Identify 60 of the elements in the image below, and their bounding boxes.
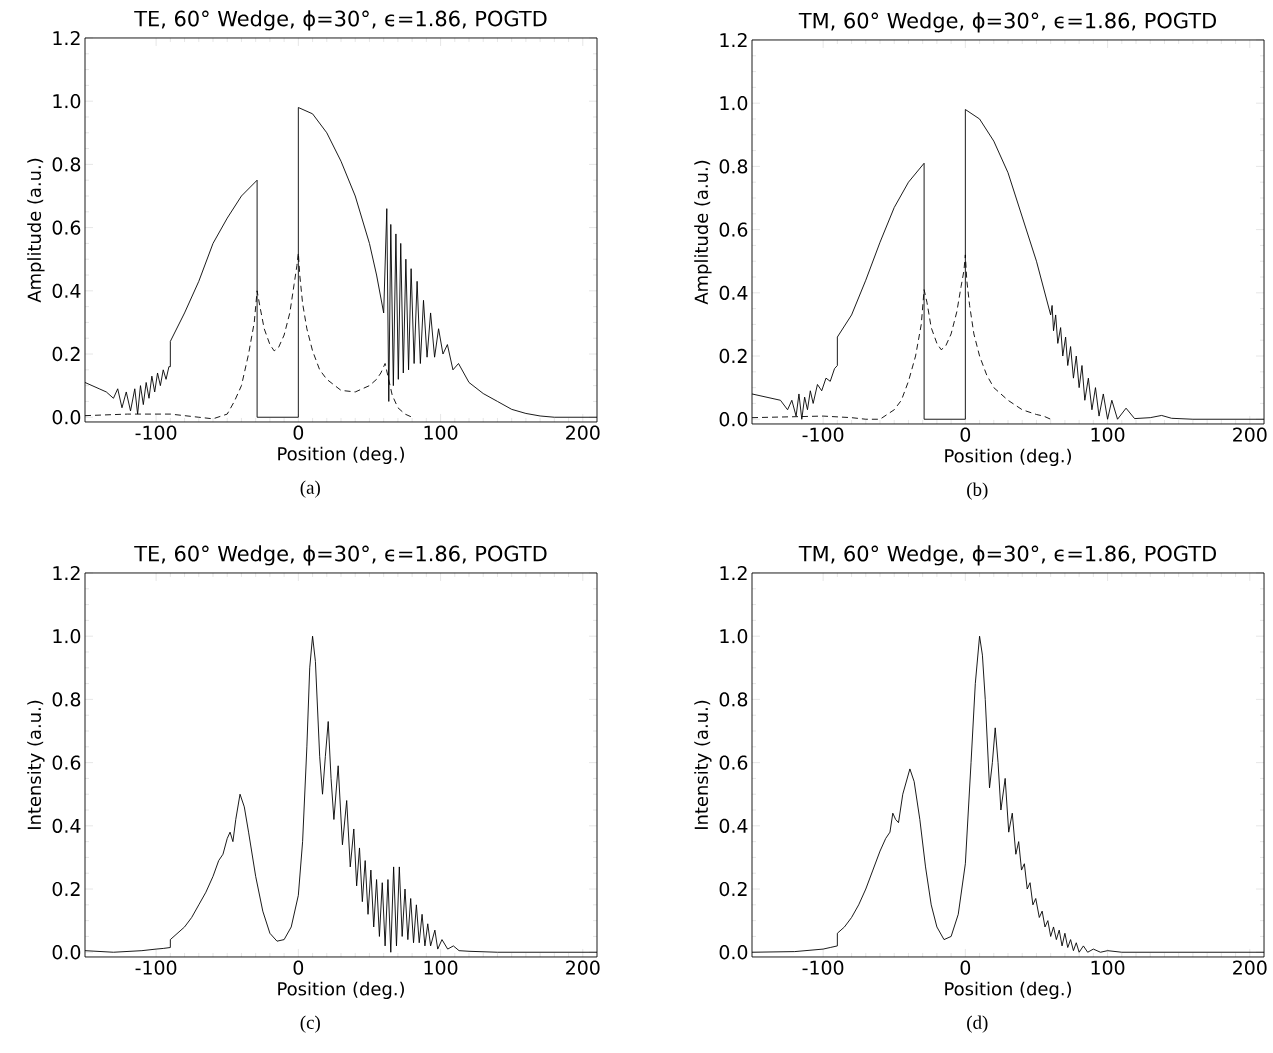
- chart-title: TM, 60° Wedge, ϕ=30°, ϵ=1.86, POGTD: [798, 545, 1216, 566]
- x-tick-label: 200: [566, 425, 600, 440]
- text: (d): [967, 1015, 988, 1033]
- x-tick-label: 0: [960, 960, 971, 975]
- y-tick-label: 0.8: [52, 157, 81, 172]
- x-tick-label: 100: [1091, 427, 1125, 442]
- y-tick-label: 0.0: [719, 945, 748, 960]
- x-axis-title: Position (deg.): [945, 448, 1071, 467]
- x-tick-label: -100: [802, 427, 844, 442]
- y-tick-label: 0.6: [719, 755, 748, 770]
- y-tick-label: 0.8: [719, 159, 748, 174]
- y-tick-label: 0.6: [719, 222, 748, 237]
- y-tick-label: 0.4: [52, 818, 81, 833]
- x-axis-title: Position (deg.): [278, 981, 404, 1000]
- x-tick-label: 100: [1091, 960, 1125, 975]
- y-tick-label: 0.6: [52, 220, 81, 235]
- x-tick-label: 0: [960, 427, 971, 442]
- x-axis-title: Position (deg.): [278, 446, 404, 465]
- y-axis-title: Intensity (a.u.): [694, 700, 712, 829]
- y-axis-title: Intensity (a.u.): [27, 700, 45, 829]
- chart-title: TE, 60° Wedge, ϕ=30°, ϵ=1.86, POGTD: [134, 10, 547, 31]
- text: (a): [300, 480, 320, 498]
- chart-title: TM, 60° Wedge, ϕ=30°, ϵ=1.86, POGTD: [798, 12, 1216, 33]
- y-tick-label: 1.0: [720, 96, 748, 111]
- x-tick-label: 100: [424, 425, 458, 440]
- y-tick-label: 1.2: [720, 32, 747, 47]
- y-tick-label: 1.2: [53, 565, 80, 581]
- y-tick-label: 0.2: [52, 881, 80, 897]
- x-tick-label: 0: [293, 425, 304, 440]
- x-tick-label: -100: [135, 425, 177, 440]
- y-tick-label: 1.0: [53, 94, 81, 109]
- y-axis-title: Amplitude (a.u.): [694, 160, 712, 305]
- x-axis-title: Position (deg.): [945, 981, 1071, 1000]
- x-tick-label: 200: [1233, 960, 1267, 975]
- y-tick-label: 0.0: [719, 412, 748, 427]
- y-tick-label: 0.4: [719, 818, 748, 833]
- y-tick-label: 0.2: [719, 348, 747, 364]
- y-axis-title: Amplitude (a.u.): [27, 158, 45, 303]
- y-tick-label: 0.8: [52, 692, 81, 707]
- y-tick-label: 0.0: [52, 410, 81, 425]
- x-tick-label: 200: [1233, 427, 1267, 442]
- chart-title: TE, 60° Wedge, ϕ=30°, ϵ=1.86, POGTD: [134, 545, 547, 566]
- y-tick-label: 0.6: [52, 755, 81, 770]
- y-tick-label: 1.0: [53, 629, 81, 644]
- y-tick-label: 1.2: [53, 30, 80, 45]
- y-tick-label: 0.8: [719, 692, 748, 707]
- y-tick-label: 0.0: [52, 945, 81, 960]
- y-tick-label: 0.2: [719, 881, 747, 897]
- x-tick-label: -100: [802, 960, 844, 975]
- y-tick-label: 0.4: [52, 283, 81, 298]
- x-tick-label: 0: [293, 960, 304, 975]
- y-tick-label: 0.4: [719, 285, 748, 300]
- text: (c): [300, 1015, 320, 1033]
- x-tick-label: 200: [566, 960, 600, 975]
- x-tick-label: 100: [424, 960, 458, 975]
- text: (b): [967, 482, 988, 500]
- y-tick-label: 1.0: [720, 629, 748, 644]
- y-tick-label: 0.2: [52, 346, 80, 362]
- x-tick-label: -100: [135, 960, 177, 975]
- y-tick-label: 1.2: [720, 565, 747, 581]
